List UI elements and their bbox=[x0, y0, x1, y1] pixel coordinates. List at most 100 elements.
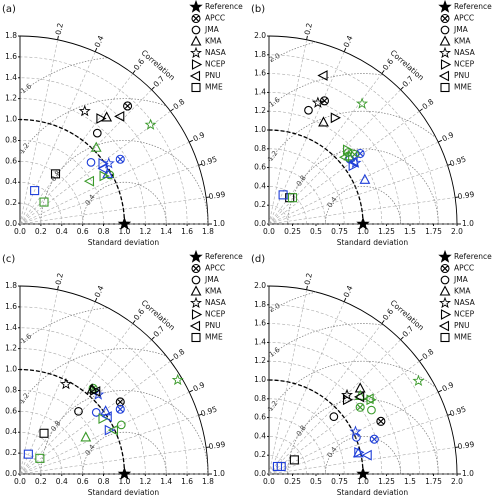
rms-arc bbox=[40, 140, 209, 224]
legend-label: KMA bbox=[205, 287, 222, 296]
x-axis-label: Standard deviation bbox=[337, 488, 409, 497]
corr-grid-line bbox=[19, 339, 152, 475]
legend-marker bbox=[189, 0, 203, 13]
corr-tick-label: 0.6 bbox=[132, 57, 146, 72]
reference-arc bbox=[268, 379, 364, 475]
y-tick-label: 0.0 bbox=[5, 219, 17, 228]
outer-arc bbox=[268, 285, 458, 475]
rms-label: 1.6 bbox=[268, 345, 282, 358]
data-point bbox=[318, 116, 329, 127]
x-tick-label: 1.25 bbox=[378, 227, 395, 236]
y-tick-label: 1.2 bbox=[5, 94, 17, 103]
std-grid-arc bbox=[19, 181, 63, 225]
corr-tick bbox=[400, 336, 404, 341]
x-tick-label: 1.2 bbox=[139, 477, 151, 486]
corr-grid-line bbox=[268, 110, 420, 225]
y-tick-label: 1.0 bbox=[5, 115, 17, 124]
legend-label: NASA bbox=[205, 298, 227, 307]
corr-tick bbox=[343, 297, 347, 302]
legend-label: PNU bbox=[454, 321, 470, 330]
data-point bbox=[355, 402, 365, 412]
std-grid-arc bbox=[19, 431, 63, 475]
x-tick-label: 1.0 bbox=[118, 227, 130, 236]
x-tick-label: 1.4 bbox=[160, 477, 172, 486]
x-tick-label: 0.6 bbox=[77, 227, 89, 236]
rms-arc bbox=[268, 291, 317, 312]
data-point bbox=[117, 466, 132, 480]
legend-label: KMA bbox=[454, 287, 471, 296]
corr-grid-line bbox=[19, 141, 190, 225]
corr-grid-line bbox=[268, 360, 420, 475]
y-tick-label: 2.0 bbox=[254, 281, 266, 290]
data-point bbox=[117, 216, 132, 230]
legend-marker bbox=[440, 13, 450, 24]
corr-tick-label: 0.99 bbox=[208, 440, 226, 451]
legend-label: MME bbox=[205, 333, 223, 342]
data-point bbox=[317, 70, 328, 81]
outer-arc bbox=[19, 35, 209, 225]
y-tick-label: 0.2 bbox=[5, 198, 17, 207]
y-tick-label: 0.8 bbox=[254, 144, 266, 153]
data-point bbox=[342, 394, 354, 406]
rms-label: 1.6 bbox=[19, 332, 33, 345]
x-tick-label: 1.5 bbox=[404, 227, 416, 236]
rms-label: 2.0 bbox=[268, 302, 282, 314]
corr-tick bbox=[343, 47, 347, 52]
y-tick-label: 1.0 bbox=[254, 125, 266, 134]
x-tick-label: 1.6 bbox=[181, 477, 193, 486]
data-point bbox=[304, 105, 313, 115]
y-tick-label: 1.0 bbox=[254, 375, 266, 384]
data-point bbox=[107, 424, 119, 436]
rms-arc bbox=[268, 41, 317, 62]
reference-arc bbox=[19, 368, 126, 475]
y-tick-label: 1.6 bbox=[254, 69, 266, 78]
corr-grid-line bbox=[268, 447, 456, 475]
std-grid-arc bbox=[268, 186, 307, 225]
y-tick-label: 1.6 bbox=[5, 302, 17, 311]
y-tick-label: 1.2 bbox=[254, 356, 266, 365]
legend-label: PNU bbox=[454, 71, 470, 80]
data-point bbox=[91, 408, 101, 417]
legend-marker bbox=[189, 320, 201, 332]
legend-label: PNU bbox=[205, 321, 221, 330]
rms-arc bbox=[269, 73, 383, 107]
x-tick-label: 0.8 bbox=[98, 477, 110, 486]
y-tick-label: 0.6 bbox=[254, 413, 266, 422]
y-tick-label: 0.2 bbox=[254, 450, 266, 459]
legend-marker bbox=[190, 46, 202, 59]
legend-label: NCEP bbox=[454, 60, 475, 69]
data-point bbox=[349, 425, 362, 437]
data-point bbox=[116, 420, 126, 430]
rms-arc bbox=[269, 323, 383, 357]
y-tick-label: 1.2 bbox=[254, 106, 266, 115]
data-point bbox=[338, 151, 350, 163]
rms-label: 1.2 bbox=[266, 399, 279, 413]
rms-arc bbox=[82, 181, 167, 224]
legend-label: NCEP bbox=[205, 60, 226, 69]
y-tick-label: 0.2 bbox=[254, 200, 266, 209]
y-tick-label: 0.6 bbox=[5, 156, 17, 165]
std-grid-arc bbox=[268, 454, 289, 475]
y-tick-label: 0.0 bbox=[254, 219, 266, 228]
corr-grid-line bbox=[19, 415, 199, 475]
corr-grid-line bbox=[268, 323, 383, 475]
data-point bbox=[348, 160, 359, 172]
data-point bbox=[376, 416, 386, 426]
corr-tick bbox=[189, 389, 193, 393]
legend-marker bbox=[191, 59, 203, 70]
legend-label: NASA bbox=[205, 48, 227, 57]
legend-marker bbox=[191, 309, 203, 320]
legend-marker bbox=[189, 70, 201, 82]
y-tick-label: 1.8 bbox=[254, 50, 266, 59]
rms-label: 2.0 bbox=[268, 52, 282, 64]
corr-tick-label: 0.2 bbox=[303, 272, 314, 286]
legend-marker bbox=[440, 275, 450, 285]
y-tick-label: 1.4 bbox=[5, 323, 17, 332]
std-grid-arc bbox=[19, 161, 83, 225]
corr-tick bbox=[438, 389, 442, 393]
y-tick-label: 0.4 bbox=[254, 431, 266, 440]
corr-grid-line bbox=[19, 39, 58, 225]
legend-label: PNU bbox=[205, 71, 221, 80]
x-tick-label: 0.0 bbox=[263, 227, 275, 236]
